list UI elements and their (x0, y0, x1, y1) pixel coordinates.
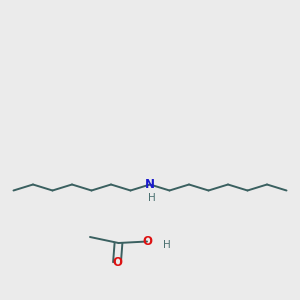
Text: H: H (148, 193, 155, 203)
Text: O: O (142, 235, 152, 248)
Text: N: N (145, 178, 155, 191)
Text: H: H (164, 239, 171, 250)
Text: O: O (112, 256, 122, 269)
